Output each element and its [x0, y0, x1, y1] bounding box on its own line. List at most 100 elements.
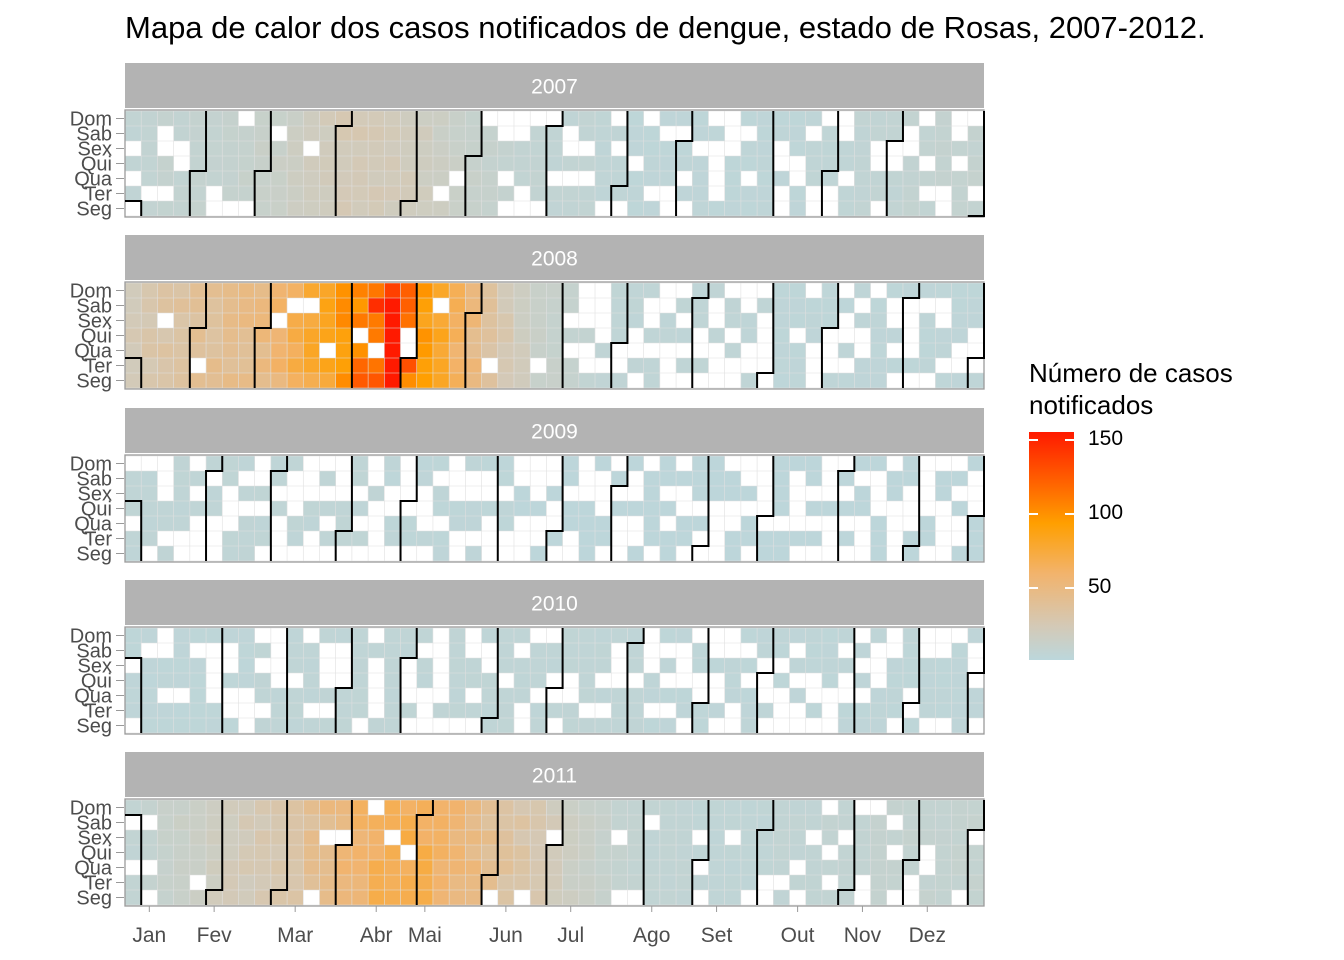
heatmap-cell — [805, 688, 823, 704]
heatmap-cell — [432, 126, 450, 142]
heatmap-cell — [838, 703, 855, 719]
heatmap-cell — [757, 456, 774, 472]
heatmap-cell — [708, 373, 725, 389]
heatmap-cell — [659, 328, 677, 344]
heatmap-cell — [578, 501, 596, 517]
heatmap-cell — [627, 815, 644, 831]
heatmap-cell — [838, 516, 855, 532]
heatmap-cell — [692, 501, 709, 517]
heatmap-cell — [676, 313, 693, 329]
heatmap-cell — [141, 845, 158, 861]
heatmap-cell — [821, 298, 839, 314]
heatmap-cell — [708, 298, 725, 314]
heatmap-cell — [870, 486, 888, 502]
heatmap-cell — [546, 156, 563, 172]
heatmap-cell — [789, 111, 807, 127]
heatmap-cell — [189, 201, 207, 217]
heatmap-cell — [724, 688, 742, 704]
heatmap-cell — [368, 501, 385, 517]
heatmap-cell — [513, 171, 531, 187]
heatmap-cell — [546, 688, 563, 704]
heatmap-cell — [238, 171, 255, 187]
heatmap-cell — [157, 328, 174, 344]
heatmap-cell — [530, 313, 547, 329]
heatmap-cell — [530, 815, 547, 831]
heatmap-cell — [400, 328, 418, 344]
heatmap-cell — [400, 298, 418, 314]
heatmap-cell — [740, 718, 758, 734]
heatmap-cell — [692, 658, 709, 674]
heatmap-cell — [254, 531, 272, 547]
heatmap-cell — [967, 343, 985, 359]
heatmap-cell — [157, 358, 174, 374]
heatmap-cell — [189, 171, 207, 187]
heatmap-cell — [303, 673, 320, 689]
heatmap-cell — [303, 501, 320, 517]
heatmap-cell — [951, 111, 969, 127]
heatmap-cell — [838, 358, 855, 374]
heatmap-cell — [692, 343, 709, 359]
heatmap-cell — [287, 186, 304, 202]
heatmap-cell — [270, 111, 288, 127]
heatmap-cell — [740, 688, 758, 704]
heatmap-cell — [530, 845, 547, 861]
heatmap-cell — [270, 643, 288, 659]
panel-strip — [125, 580, 984, 625]
month-boundary-Set — [691, 800, 710, 905]
heatmap-cell — [838, 800, 855, 816]
heatmap-cell — [919, 111, 936, 127]
heatmap-cell — [935, 703, 952, 719]
heatmap-cell — [157, 890, 174, 906]
heatmap-cell — [692, 516, 709, 532]
heatmap-cell — [838, 201, 855, 217]
heatmap-cell — [595, 373, 612, 389]
heatmap-cell — [821, 845, 839, 861]
panel-year-label: 2009 — [531, 421, 578, 444]
heatmap-cell — [400, 201, 418, 217]
heatmap-cell — [562, 875, 580, 891]
heatmap-cell — [384, 456, 401, 472]
heatmap-cell — [384, 800, 401, 816]
heatmap-cell — [902, 328, 920, 344]
heatmap-cell — [157, 298, 174, 314]
weekday-label-Seg: Seg — [76, 888, 112, 910]
heatmap-cell — [627, 890, 644, 906]
heatmap-cell — [416, 156, 434, 172]
heatmap-cell — [319, 890, 336, 906]
heatmap-cell — [854, 688, 871, 704]
heatmap-cell — [465, 111, 482, 127]
month-boundary-Jul — [545, 456, 564, 561]
heatmap-cell — [351, 501, 369, 517]
heatmap-cell — [465, 156, 482, 172]
heatmap-cell — [870, 111, 888, 127]
heatmap-cell — [676, 373, 693, 389]
heatmap-cell — [368, 313, 385, 329]
heatmap-cell — [821, 643, 839, 659]
heatmap-cell — [692, 456, 709, 472]
weekday-label-Ter: Ter — [84, 184, 112, 206]
heatmap-cell — [562, 343, 580, 359]
heatmap-cell — [465, 815, 482, 831]
heatmap-cell — [789, 313, 807, 329]
heatmap-cell — [530, 156, 547, 172]
heatmap-cell — [821, 546, 839, 562]
heatmap-cell — [157, 141, 174, 157]
heatmap-cell — [400, 373, 418, 389]
heatmap-cell — [757, 815, 774, 831]
heatmap-cell — [724, 875, 742, 891]
heatmap-cell — [757, 800, 774, 816]
heatmap-cell — [578, 718, 596, 734]
heatmap-cell — [692, 890, 709, 906]
heatmap-cell — [886, 171, 904, 187]
heatmap-cell — [189, 860, 207, 876]
heatmap-cell — [481, 486, 499, 502]
heatmap-cell — [724, 703, 742, 719]
heatmap-cell — [967, 845, 985, 861]
heatmap-cell — [627, 156, 644, 172]
heatmap-cell — [287, 531, 304, 547]
heatmap-cell — [692, 860, 709, 876]
heatmap-cell — [432, 501, 450, 517]
heatmap-cell — [206, 703, 223, 719]
heatmap-cell — [659, 343, 677, 359]
